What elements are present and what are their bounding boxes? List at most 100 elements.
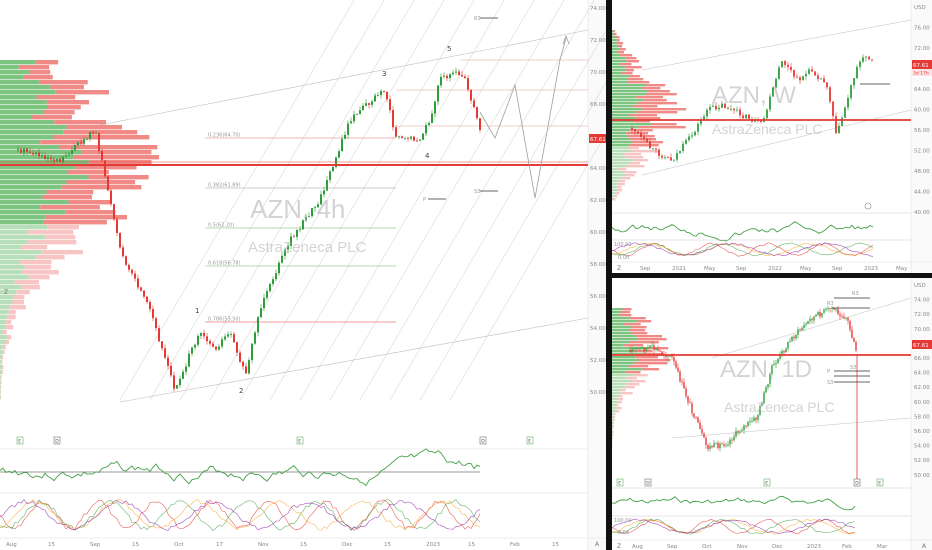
weekly-volume-profile-bar-down (623, 153, 641, 156)
main-candle-body (203, 332, 205, 337)
weekly-volume-profile-bar-down (636, 117, 661, 120)
weekly-volume-profile-bar-down (636, 111, 678, 114)
weekly-channel-top (641, 19, 912, 71)
weekly-chart-pane[interactable]: USD76.0072.0068.0064.0060.0056.0052.0048… (612, 0, 932, 273)
main-candle-body (38, 152, 40, 157)
weekly-price-axis[interactable] (911, 0, 932, 273)
main-volume-profile-bar-down (81, 150, 152, 155)
daily-volume-profile-bar-up (612, 416, 614, 419)
weekly-candle-body (709, 106, 711, 110)
weekly-volume-profile-bar-up (612, 102, 638, 105)
main-candle-body (62, 156, 64, 162)
main-volume-profile-bar-up (0, 215, 46, 220)
daily-volume-profile-bar-up (612, 434, 613, 437)
main-channel-line (419, 81, 606, 401)
main-volume-profile-bar-up (0, 360, 2, 365)
weekly-axis-toggle-icon[interactable]: Z (617, 265, 621, 272)
weekly-volume-profile-bar-up (612, 42, 617, 45)
main-y-tick: 50.00 (590, 390, 606, 396)
daily-y-tick: 60.00 (914, 400, 930, 406)
daily-volume-profile-bar-down (638, 338, 667, 341)
weekly-candle-body (646, 138, 648, 142)
main-pivot-r3: R3 (474, 16, 481, 22)
main-axis-toggle-icon[interactable]: Z (4, 289, 8, 296)
weekly-volume-profile-bar-down (638, 126, 686, 129)
weekly-price-countdown: 3d 17h (913, 71, 929, 77)
weekly-candles (631, 54, 873, 163)
daily-candle-body (705, 437, 707, 446)
daily-volume-profile-bar-down (613, 422, 615, 425)
daily-volume-profile-bar-up (612, 410, 616, 413)
main-volume-profile-bar-up (0, 355, 2, 360)
weekly-event-marker[interactable] (864, 202, 872, 210)
daily-candle-body (805, 323, 807, 326)
weekly-x-tick: 2021 (672, 266, 686, 272)
daily-auto-scale-icon[interactable]: A (922, 543, 927, 550)
daily-y-tick: 58.00 (914, 414, 930, 420)
main-candle-body (350, 121, 352, 124)
main-volume-profile-bar-up (0, 315, 7, 320)
weekly-watermark-name: AstraZeneca PLC (712, 121, 823, 137)
main-candle-body (134, 273, 136, 279)
main-price-axis[interactable] (588, 0, 606, 550)
main-event-marker (53, 436, 61, 445)
weekly-candle-body (667, 157, 669, 159)
daily-candle-body (667, 356, 669, 358)
weekly-candle-body (805, 73, 807, 77)
main-channel-line (209, 0, 445, 401)
main-osc2-line-3 (0, 499, 481, 531)
daily-axis-toggle-icon[interactable]: Z (617, 543, 621, 550)
main-volume-profile-bar-down (27, 240, 77, 245)
weekly-candle-body (727, 108, 729, 109)
main-volume-profile-bar-down (50, 85, 84, 90)
main-candle-body (410, 136, 412, 139)
main-candle-body (89, 131, 91, 139)
daily-y-tick: 72.00 (914, 312, 930, 318)
daily-candle-body (645, 348, 647, 351)
main-event-marker (479, 436, 487, 445)
weekly-watermark-symbol: AZN, W (712, 82, 796, 109)
main-candle-body (266, 291, 268, 298)
main-candle-body (137, 278, 139, 288)
daily-volume-profile-bar-up (612, 374, 635, 377)
daily-volume-profile-bar-up (612, 314, 619, 317)
weekly-candle-body (652, 148, 654, 150)
main-candle-body (398, 136, 400, 138)
daily-volume-profile-bar-down (620, 311, 631, 314)
daily-candle-body (785, 348, 787, 353)
main-volume-profile-bar-down (46, 190, 94, 195)
weekly-chart-canvas[interactable]: USD76.0072.0068.0064.0060.0056.0052.0048… (612, 0, 932, 273)
weekly-volume-profile-bar-up (612, 186, 617, 189)
main-price-tag-text: 67.61 (590, 137, 606, 143)
main-y-tick: 60.00 (590, 230, 606, 236)
main-candle-body (407, 137, 409, 139)
weekly-osc-label-100: 100.00 (614, 242, 632, 248)
daily-candle-body (671, 355, 673, 358)
weekly-candle-body (694, 131, 696, 136)
weekly-candle-body (661, 155, 663, 158)
main-auto-scale-icon[interactable]: A (595, 541, 600, 548)
weekly-volume-profile-bar-down (629, 162, 641, 165)
daily-oscillator-2 (612, 518, 856, 535)
daily-volume-profile-bar-down (626, 377, 637, 380)
main-y-tick: 64.00 (590, 166, 606, 172)
main-candle-body (26, 148, 28, 152)
daily-event-marker-label: E (878, 481, 881, 487)
main-candle-body (59, 159, 61, 162)
daily-candle-body (649, 345, 651, 348)
daily-chart-canvas[interactable]: USD74.0072.0070.0068.0066.0064.0062.0060… (612, 278, 932, 550)
daily-candle-body (737, 431, 739, 433)
main-candle-body (263, 297, 265, 309)
weekly-volume-profile-bar-up (612, 147, 628, 150)
weekly-oscillator-1 (612, 221, 874, 242)
daily-y-tick: 62.00 (914, 385, 930, 391)
main-chart-canvas[interactable]: 74.0072.0070.0068.0066.0064.0062.0060.00… (0, 0, 606, 550)
weekly-volume-profile-bar-up (612, 30, 614, 33)
main-volume-profile-bar-down (28, 275, 50, 280)
main-candle-body (161, 341, 163, 349)
main-x-tick: Oct (174, 542, 184, 548)
weekly-candle-body (703, 116, 705, 120)
daily-chart-pane[interactable]: USD74.0072.0070.0068.0066.0064.0062.0060… (612, 278, 932, 550)
main-chart-pane[interactable]: 74.0072.0070.0068.0066.0064.0062.0060.00… (0, 0, 606, 550)
weekly-volume-profile-bar-down (616, 186, 622, 189)
